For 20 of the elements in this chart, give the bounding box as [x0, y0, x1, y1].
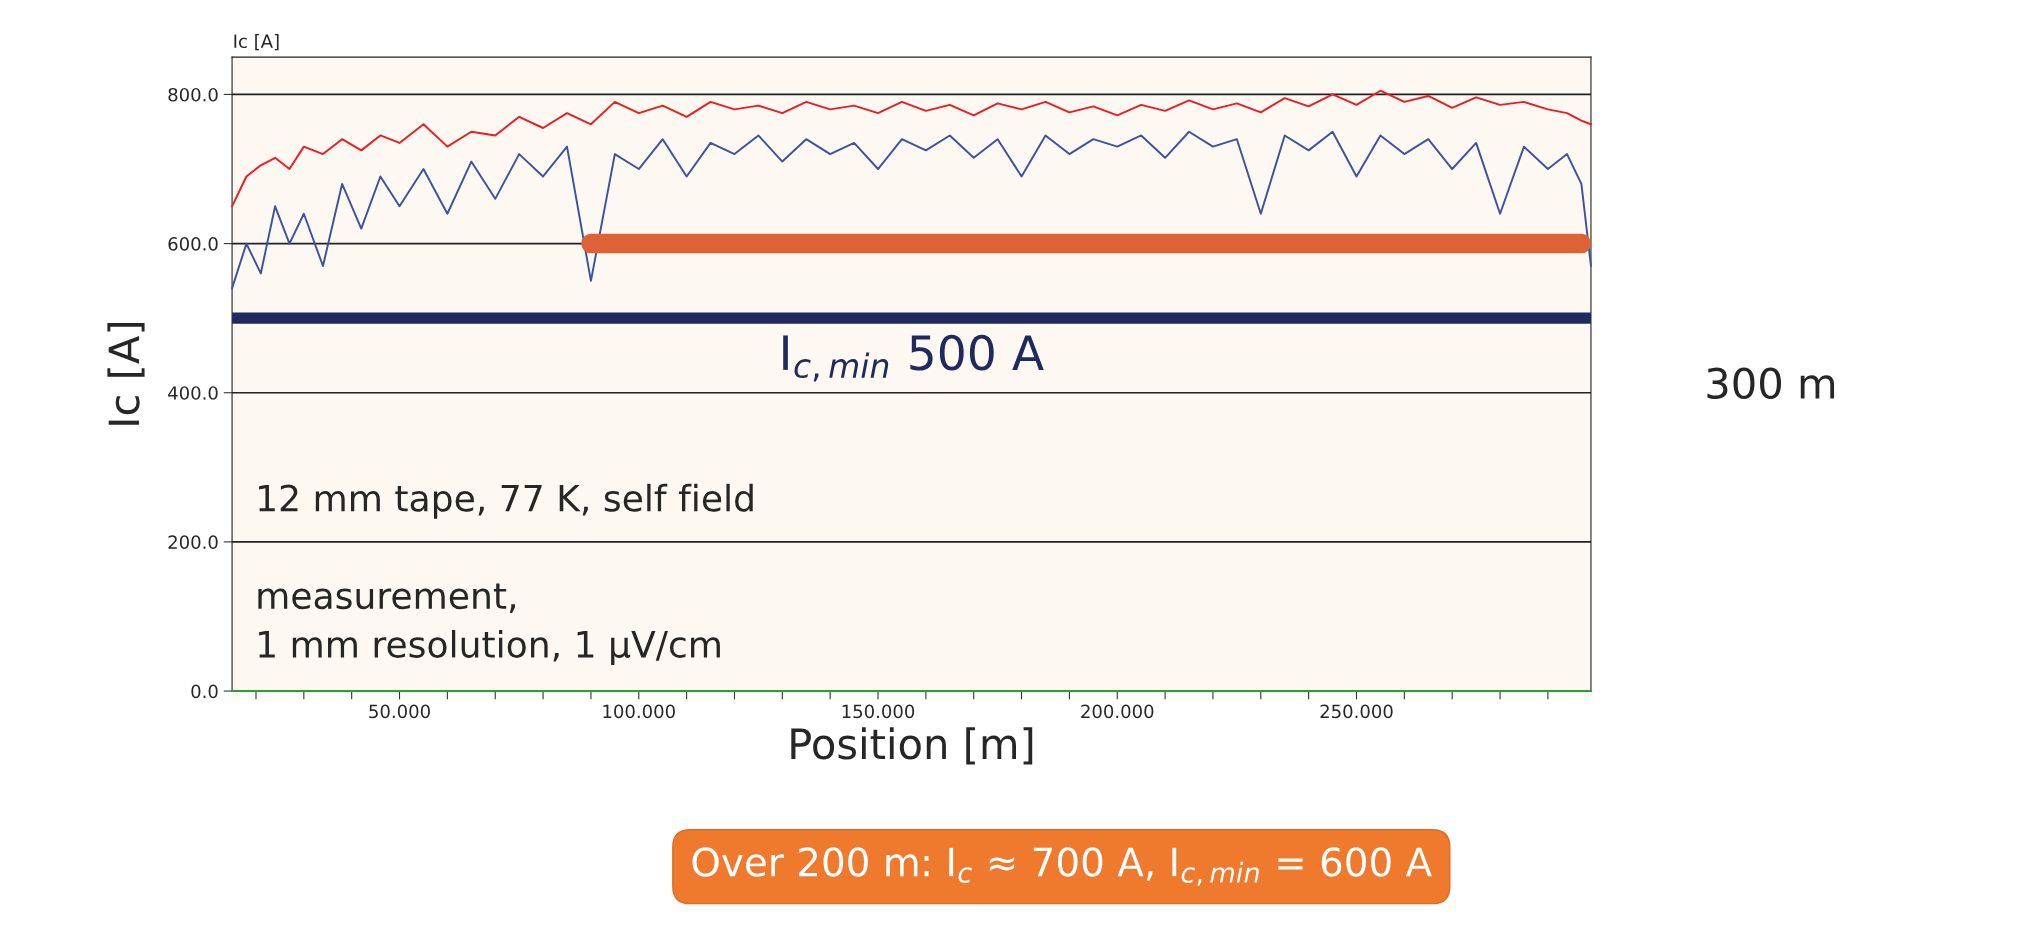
text: 300 m — [1707, 367, 1835, 400]
x-tick-label: 200.000 — [1081, 704, 1154, 719]
y-tick-label: 800.0 — [168, 87, 218, 102]
text: Over 200 m: I$_{c}$ ≈ 700 A, I$_{c,min}$ = 600 A — [692, 847, 1432, 886]
y-axis-title: Ic [A] — [107, 322, 145, 425]
x-tick-label: 50.000 — [369, 704, 430, 719]
y-tick-label: 0.0 — [191, 684, 218, 699]
y-tick-label: 400.0 — [168, 386, 218, 400]
y-tick-label: 200.0 — [168, 535, 218, 550]
text: Ic [A] — [234, 34, 279, 51]
y-tick-label: 600.0 — [168, 237, 218, 251]
line-series — [231, 130, 1592, 290]
annotation: 12 mm tape, 77 K, self field — [259, 483, 753, 519]
x-tick-label: 100.000 — [603, 704, 675, 719]
x-tick-label: 150.000 — [842, 704, 915, 719]
x-tick-label: 250.000 — [1320, 704, 1393, 719]
line-series — [231, 89, 1592, 208]
x-axis-title: Position [m] — [791, 727, 1033, 765]
ref-line-label: I$_{c,min}$ 500 A — [783, 334, 1044, 382]
annotation: measurement, 1 mm resolution, 1 µV/cm — [258, 583, 720, 665]
